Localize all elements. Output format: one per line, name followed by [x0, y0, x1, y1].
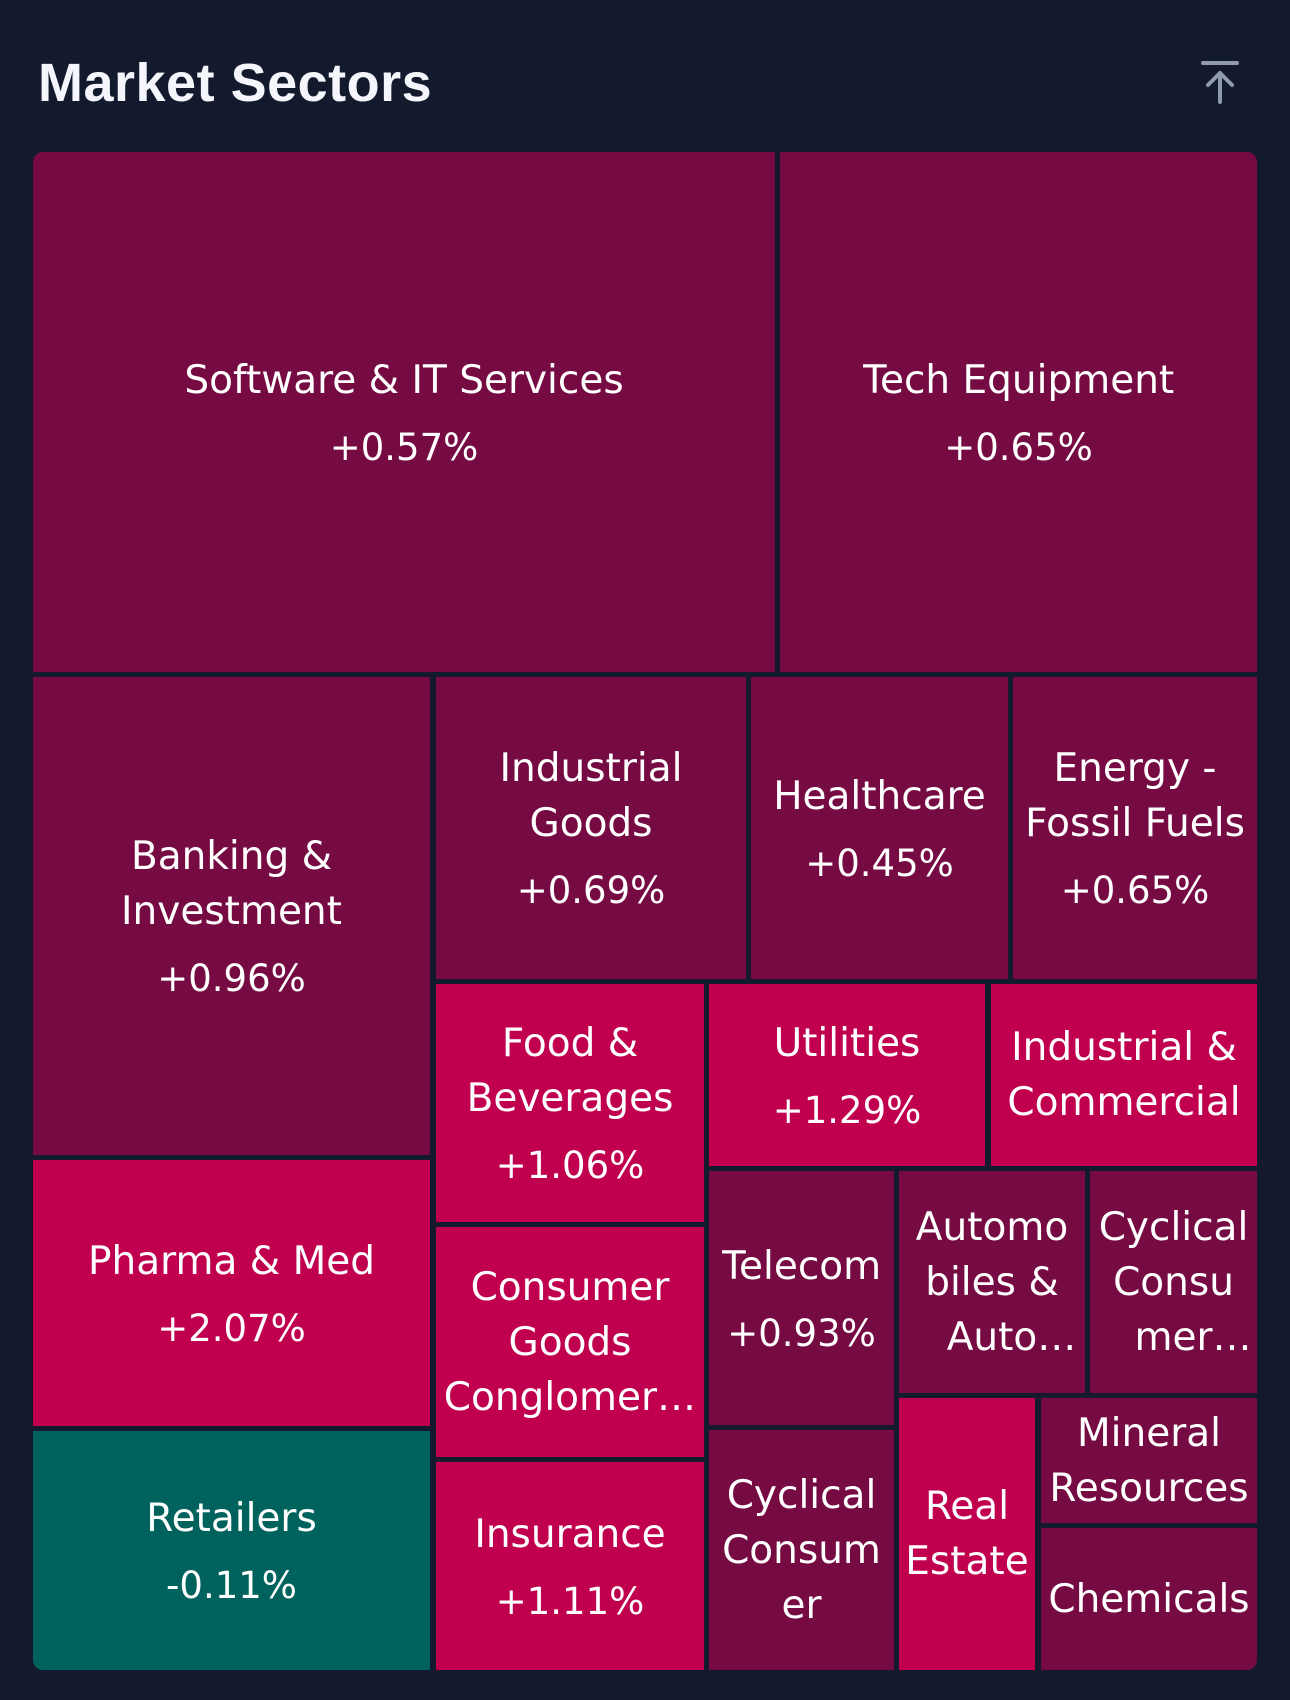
- sector-name: Banking & Investment: [121, 834, 342, 934]
- sector-tile-consumer-goods-conglomerates[interactable]: Consumer Goods Conglomerates: [436, 1227, 704, 1457]
- sector-name: Industrial & Commercial: [1007, 1025, 1241, 1125]
- sector-tile-software-it-services[interactable]: Software & IT Services +0.57%: [33, 152, 775, 672]
- sector-change: +0.93%: [727, 1311, 876, 1355]
- sector-treemap: Software & IT Services +0.57% Tech Equipme…: [33, 152, 1257, 1670]
- sector-tile-retailers[interactable]: Retailers -0.11%: [33, 1431, 430, 1670]
- sector-change: +0.96%: [157, 957, 306, 1000]
- sector-name: Chemicals: [1048, 1576, 1250, 1622]
- sector-name: Retailers: [146, 1496, 317, 1541]
- sector-tile-healthcare[interactable]: Healthcare +0.45%: [751, 677, 1008, 979]
- sector-tile-pharma-med[interactable]: Pharma & Med +2.07%: [33, 1160, 430, 1426]
- sector-tile-food-beverages[interactable]: Food & Beverages +1.06%: [436, 984, 704, 1222]
- sector-tile-chemicals[interactable]: Chemicals: [1041, 1528, 1257, 1670]
- sector-change: +0.57%: [329, 425, 479, 469]
- sector-name: Mineral Resources: [1049, 1410, 1249, 1511]
- sector-name: Consumer Goods Conglomerates: [443, 1264, 697, 1420]
- sector-tile-telecom[interactable]: Telecom +0.93%: [709, 1171, 894, 1425]
- sector-name: Automobiles & Auto Parts: [915, 1204, 1069, 1360]
- sector-name: Energy - Fossil Fuels: [1025, 746, 1245, 846]
- sector-change: +0.65%: [1060, 869, 1210, 912]
- sector-name: Insurance: [474, 1511, 666, 1557]
- sector-tile-utilities[interactable]: Utilities +1.29%: [709, 984, 985, 1166]
- sector-tile-banking-investment[interactable]: Banking & Investment +0.96%: [33, 677, 430, 1155]
- sector-change: +1.29%: [772, 1088, 922, 1132]
- sector-name: Real Estate: [905, 1484, 1029, 1584]
- sector-change: +1.11%: [495, 1579, 645, 1623]
- sector-change: +0.69%: [516, 869, 666, 912]
- sector-name: Industrial Goods: [499, 746, 683, 846]
- sector-tile-cyclical-consumer[interactable]: Cyclical Consumer: [709, 1430, 894, 1670]
- sector-tile-real-estate[interactable]: Real Estate: [899, 1398, 1035, 1670]
- sector-tile-insurance[interactable]: Insurance +1.11%: [436, 1462, 704, 1670]
- sector-change: -0.11%: [166, 1564, 297, 1607]
- sector-tile-industrial-commercial[interactable]: Industrial & Commercial: [991, 984, 1257, 1166]
- sector-name: Utilities: [773, 1020, 921, 1066]
- sector-tile-energy-fossil-fuels[interactable]: Energy - Fossil Fuels +0.65%: [1013, 677, 1257, 979]
- sector-name: Pharma & Med: [88, 1238, 375, 1284]
- sector-change: +0.65%: [944, 425, 1093, 469]
- sector-name: Cyclical Consumer Products: [1098, 1204, 1249, 1360]
- sector-name: Cyclical Consumer: [722, 1472, 881, 1628]
- sector-tile-mineral-resources[interactable]: Mineral Resources: [1041, 1398, 1257, 1523]
- sector-name: Healthcare: [773, 773, 986, 819]
- sector-name: Tech Equipment: [862, 357, 1175, 403]
- sector-tile-industrial-goods[interactable]: Industrial Goods +0.69%: [436, 677, 746, 979]
- sector-name: Telecom: [721, 1243, 882, 1289]
- sector-tile-cyclical-consumer-products[interactable]: Cyclical Consumer Products: [1090, 1171, 1257, 1393]
- sector-change: +0.45%: [805, 841, 954, 885]
- sector-tile-tech-equipment[interactable]: Tech Equipment +0.65%: [780, 152, 1257, 672]
- sector-name: Food & Beverages: [466, 1021, 674, 1121]
- collapse-button[interactable]: [1190, 52, 1250, 112]
- sector-change: +1.06%: [495, 1144, 645, 1187]
- sector-name: Software & IT Services: [184, 357, 624, 403]
- sector-tile-automobiles-auto-parts[interactable]: Automobiles & Auto Parts: [899, 1171, 1085, 1393]
- sector-change: +2.07%: [157, 1306, 306, 1350]
- arrow-up-to-line-icon: [1201, 61, 1239, 104]
- page-title: Market Sectors: [38, 53, 433, 113]
